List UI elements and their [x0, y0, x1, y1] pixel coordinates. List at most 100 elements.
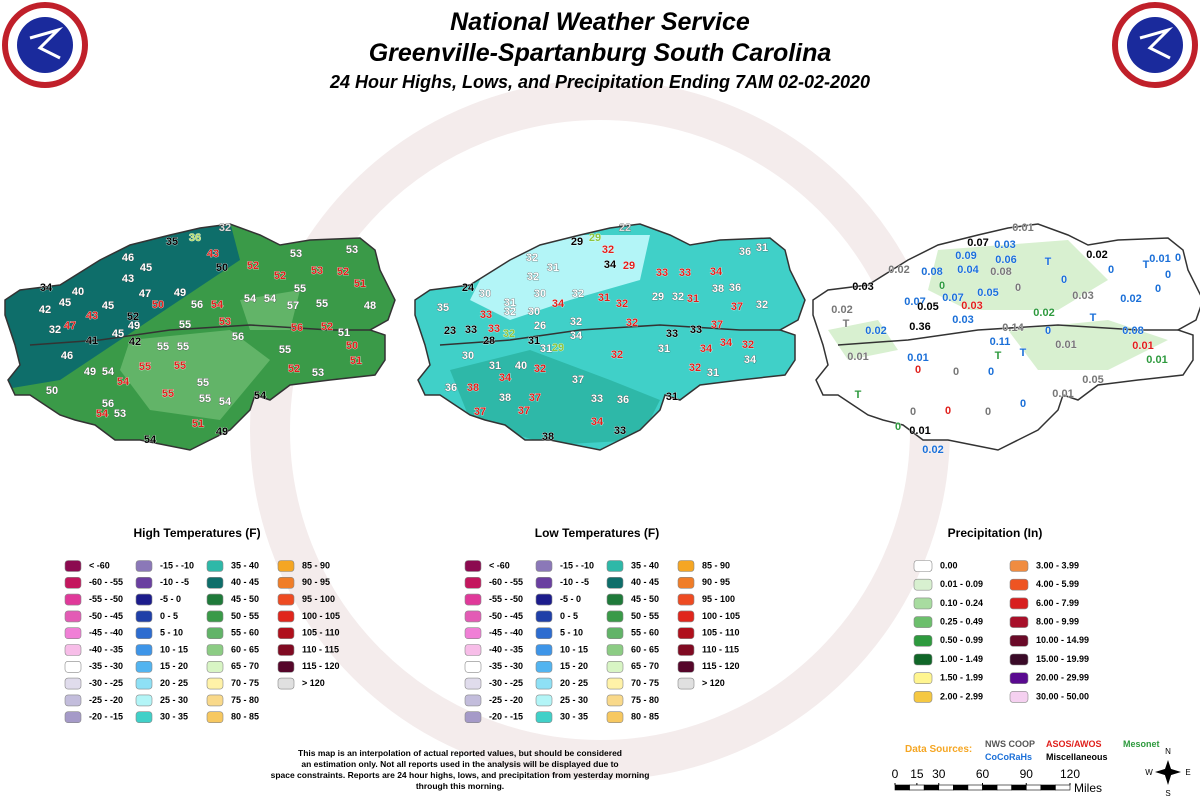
station-value: 32 — [602, 244, 614, 256]
station-value: 31 — [489, 360, 501, 372]
scale-segment — [967, 784, 983, 791]
legend-swatch — [135, 677, 153, 690]
legend-label: 35 - 40 — [231, 560, 259, 570]
source: Miscellaneous — [1046, 752, 1108, 762]
station-value: 32 — [672, 291, 684, 303]
legend-label: 55 - 60 — [631, 628, 659, 638]
station-value: 0.01 — [907, 352, 928, 364]
station-value: 33 — [690, 324, 702, 336]
legend-label: 10.00 - 14.99 — [1036, 635, 1089, 645]
station-value: 33 — [591, 393, 603, 405]
legend-swatch — [1009, 560, 1029, 572]
compass-w: W — [1145, 768, 1153, 777]
station-value: 55 — [174, 360, 186, 372]
station-value: 55 — [199, 393, 211, 405]
legend-swatch — [677, 576, 695, 589]
legend-label: 1.50 - 1.99 — [940, 673, 983, 683]
legend-label: > 120 — [702, 678, 725, 688]
scale-segment — [996, 784, 1012, 791]
legend-swatch — [1009, 634, 1029, 647]
legend-swatch — [135, 711, 153, 724]
legend-swatch — [135, 694, 153, 707]
station-value: 0 — [1175, 252, 1181, 264]
station-value: 56 — [232, 331, 244, 343]
legend-label: 30 - 35 — [560, 712, 588, 722]
station-value: 40 — [72, 286, 84, 298]
station-value: 30 — [528, 306, 540, 318]
station-value: 53 — [311, 265, 323, 277]
scale-segment — [1025, 784, 1042, 791]
note-line: This map is an interpolation of actual r… — [298, 748, 622, 758]
legend-swatch — [464, 660, 482, 673]
compass-s: S — [1165, 789, 1170, 798]
legend-swatch — [677, 660, 695, 673]
station-value: 33 — [480, 309, 492, 321]
legend-swatch — [64, 627, 82, 640]
legend-label: 115 - 120 — [302, 661, 340, 671]
station-value: 26 — [534, 320, 546, 332]
legend-swatch — [606, 627, 624, 640]
station-value: 30 — [479, 288, 491, 300]
station-value: 31 — [528, 335, 540, 347]
legend-label: 100 - 105 — [302, 611, 340, 621]
station-value: 32 — [689, 362, 701, 374]
legend-swatch — [535, 593, 553, 606]
legend-swatch — [913, 653, 933, 666]
station-value: 0.02 — [1120, 293, 1141, 305]
legend-label: 80 - 85 — [631, 712, 659, 722]
station-value: 34 — [744, 354, 757, 366]
legend-swatch — [606, 711, 624, 724]
station-value: 0.01 — [847, 351, 868, 363]
source: Mesonet — [1123, 739, 1160, 749]
station-value: T — [855, 389, 862, 401]
legend-label: -50 - -45 — [89, 611, 123, 621]
scale-label: 0 — [892, 767, 899, 781]
station-value: 34 — [570, 330, 583, 342]
outlines — [4, 223, 1200, 451]
station-value: 29 — [552, 342, 564, 354]
legend-swatch — [464, 644, 482, 656]
scale-label: 15 — [910, 767, 924, 781]
station-value: 0.01 — [1012, 222, 1033, 234]
station-value: 0.01 — [1146, 354, 1167, 366]
station-value: 38 — [542, 431, 554, 443]
station-value: 47 — [64, 320, 76, 332]
station-value: 0 — [915, 364, 921, 376]
station-value: 50 — [46, 385, 58, 397]
station-value: 29 — [571, 236, 583, 248]
legend-swatch — [206, 694, 224, 707]
station-value: 22 — [619, 222, 631, 234]
legend-label: 50 - 55 — [631, 611, 659, 621]
station-value: 32 — [534, 363, 546, 375]
station-value: 0.01 — [1132, 340, 1153, 352]
legend-swatch — [64, 560, 82, 572]
station-value: 52 — [321, 321, 333, 333]
source: ASOS/AWOS — [1046, 739, 1102, 749]
station-value: 36 — [739, 246, 751, 258]
station-value: 0 — [939, 280, 945, 292]
legend-swatch — [677, 677, 695, 690]
legend-title: High Temperatures (F) — [133, 526, 260, 540]
legend-label: -60 - -55 — [489, 577, 523, 587]
station-value: 34 — [552, 298, 565, 310]
legend-label: 10 - 15 — [560, 644, 588, 654]
station-value: 0.02 — [831, 304, 852, 316]
legend-label: 20 - 25 — [160, 678, 188, 688]
station-value: 36 — [729, 282, 741, 294]
station-value: 54 — [244, 293, 257, 305]
station-value: 47 — [139, 288, 151, 300]
legend-swatch — [535, 627, 553, 640]
station-value: 55 — [279, 344, 291, 356]
station-value: T — [1045, 256, 1052, 268]
legend-label: 45 - 50 — [631, 594, 659, 604]
station-value: 55 — [294, 283, 306, 295]
legend-label: -30 - -25 — [489, 678, 523, 688]
station-value: 0.04 — [957, 264, 979, 276]
legend-swatch — [464, 677, 482, 690]
station-value: 55 — [162, 388, 174, 400]
legend-swatch — [135, 576, 153, 589]
station-value: 54 — [96, 408, 109, 420]
legend-label: -25 - -20 — [489, 695, 523, 705]
station-value: 48 — [364, 300, 376, 312]
legend-label: 40 - 45 — [631, 577, 659, 587]
